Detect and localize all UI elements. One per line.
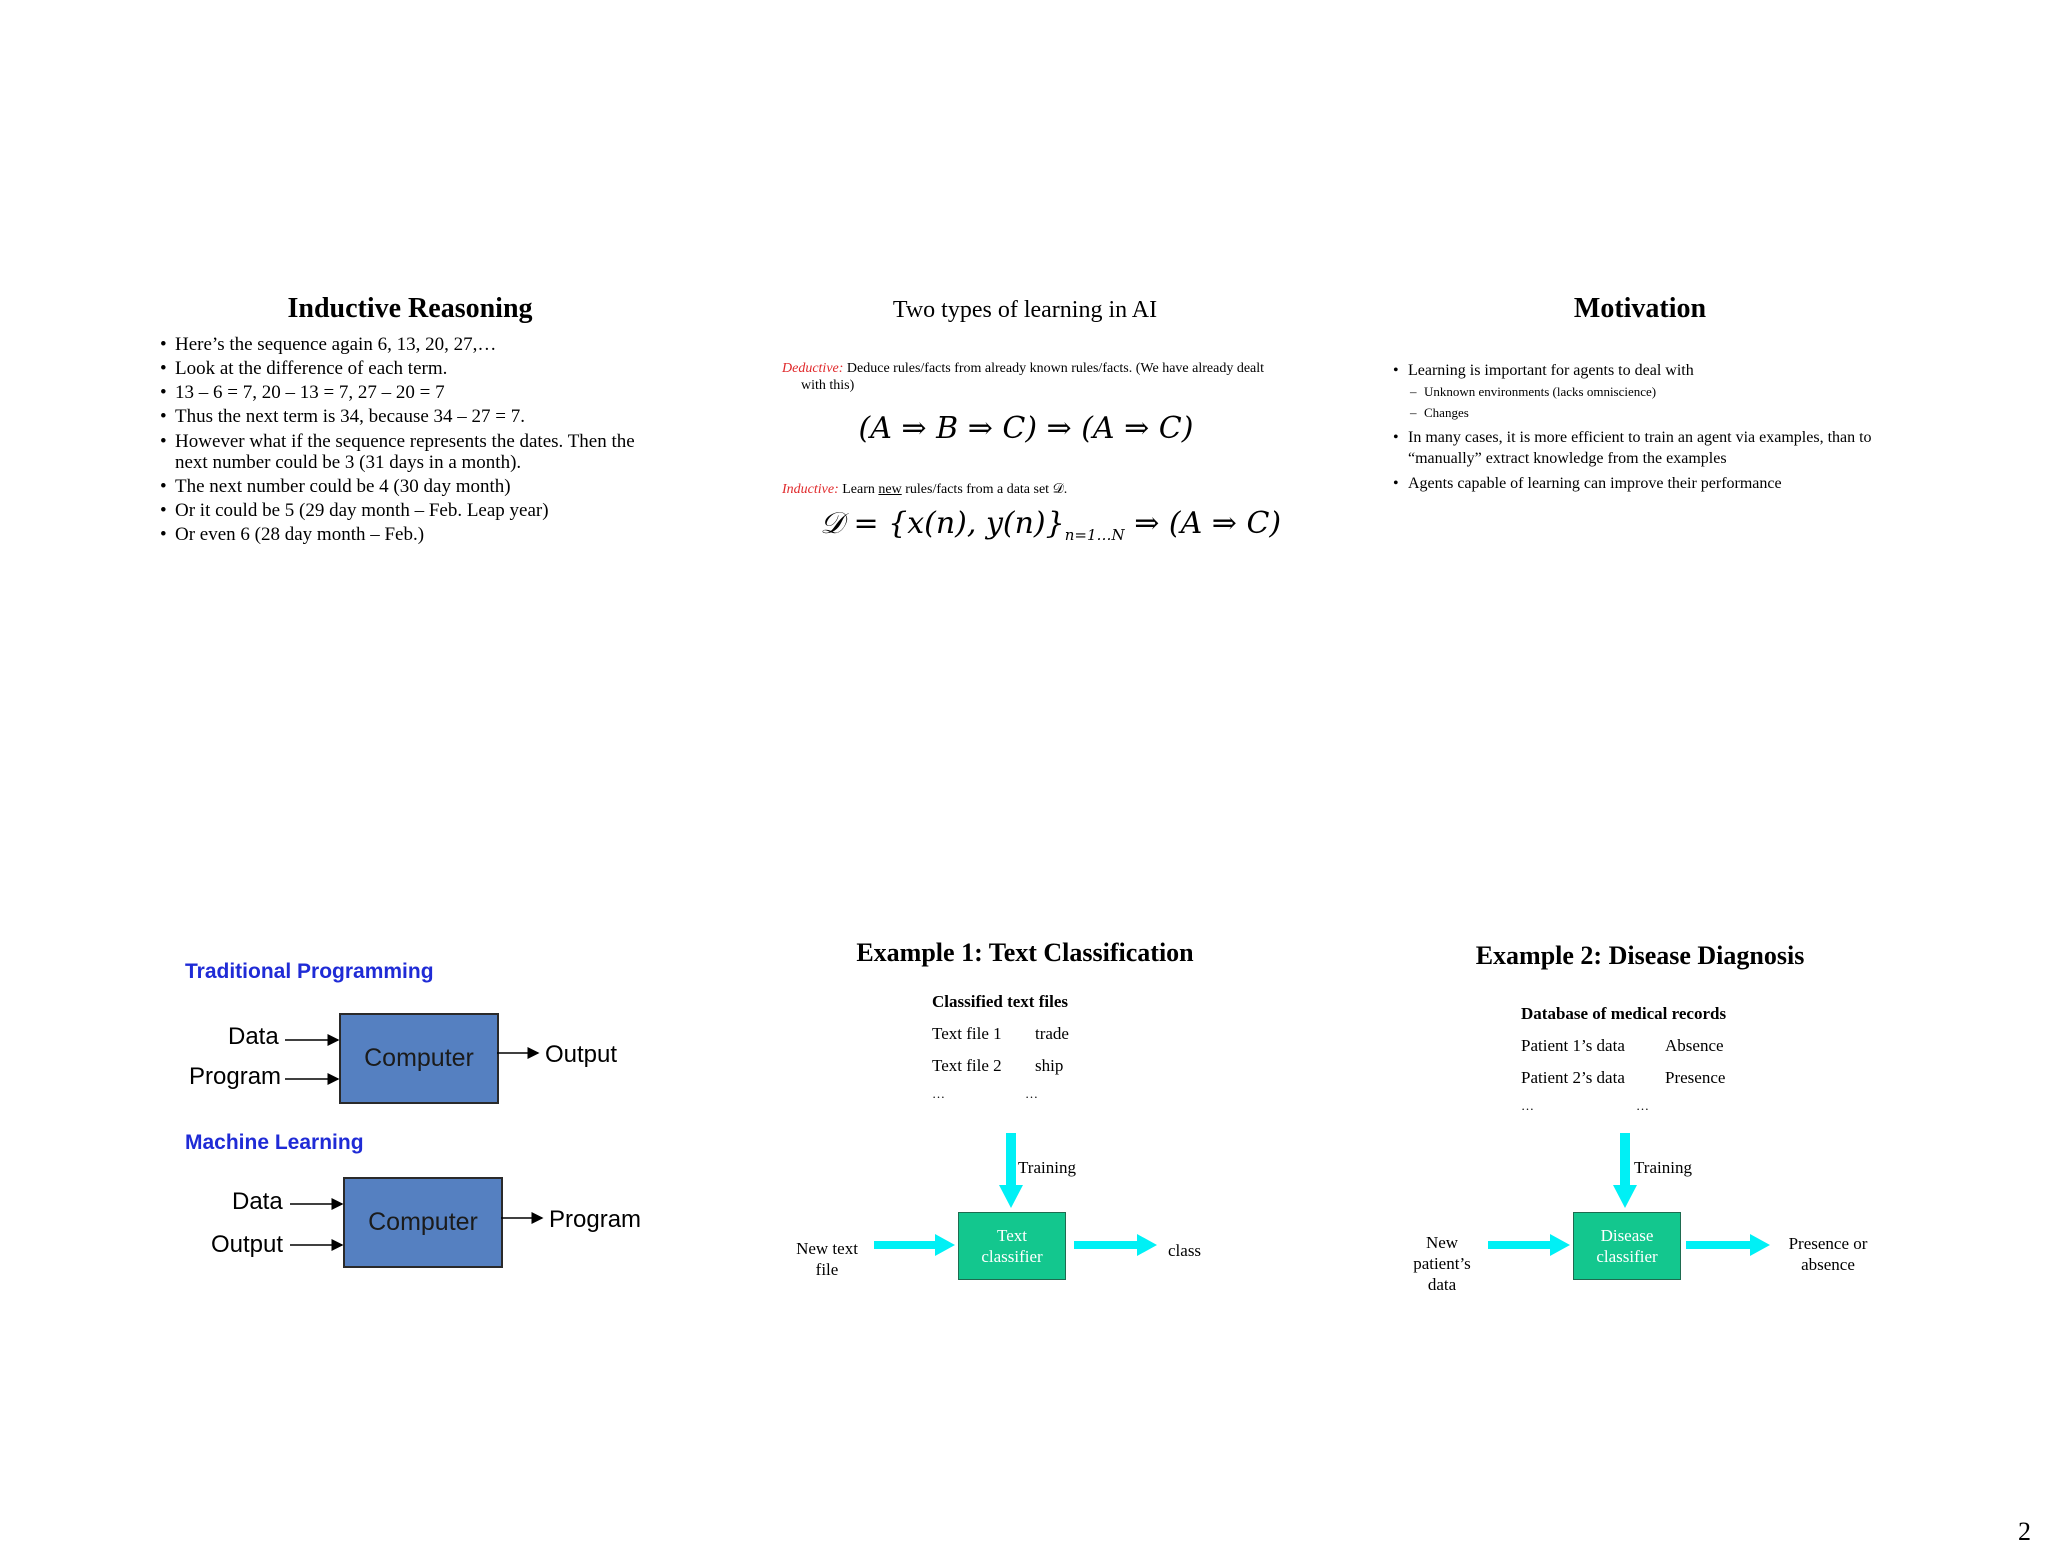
list-item: However what if the sequence represents …	[160, 431, 660, 473]
training-label: Training	[1018, 1158, 1076, 1177]
classifier-label: Text classifier	[981, 1226, 1043, 1266]
arrow	[1488, 1234, 1570, 1256]
ml-output-label: Program	[549, 1206, 642, 1233]
deductive-formula: (A ⇒ B ⇒ C) ⇒ (A ⇒ C)	[776, 411, 1276, 446]
computer-box-label: Computer	[364, 1044, 474, 1072]
input-label: New text file	[796, 1239, 858, 1279]
arrow	[999, 1133, 1023, 1208]
table-cell: …	[932, 1086, 945, 1101]
trad-input-data: Data	[228, 1023, 279, 1050]
list-item: Learning is important for agents to deal…	[1393, 360, 1893, 423]
trad-input-program: Program	[189, 1063, 282, 1090]
bullet-list: Learning is important for agents to deal…	[1393, 360, 1893, 494]
table-cell: …	[1025, 1086, 1038, 1101]
input-label: New patient’s data	[1413, 1233, 1471, 1294]
text-classifier-box: Text classifier	[958, 1212, 1066, 1280]
slide-title: Example 2: Disease Diagnosis	[1475, 941, 1805, 970]
slide-title: Two types of learning in AI	[892, 297, 1158, 323]
table-cell: Text file 1	[932, 1024, 1002, 1043]
table-cell: Presence	[1665, 1068, 1726, 1087]
list-item: In many cases, it is more efficient to t…	[1393, 427, 1893, 469]
arrow	[1686, 1234, 1770, 1256]
arrow	[1074, 1234, 1157, 1256]
table-header: Database of medical records	[1521, 1004, 1727, 1023]
formula-text: (A ⇒ B ⇒ C) ⇒ (A ⇒ C)	[858, 411, 1194, 446]
computer-box: Computer	[339, 1013, 499, 1104]
arrow	[1613, 1133, 1637, 1208]
slide-title: Inductive Reasoning	[287, 293, 533, 324]
list-item: Thus the next term is 34, because 34 – 2…	[160, 405, 660, 429]
traditional-programming-heading: Traditional Programming	[185, 960, 434, 983]
inductive-formula: 𝒟 = {x(n), y(n)}n=1…N ⇒ (A ⇒ C)	[820, 506, 1281, 544]
machine-learning-heading: Machine Learning	[185, 1131, 364, 1154]
table-cell: Absence	[1665, 1036, 1724, 1055]
trad-output-label: Output	[545, 1041, 618, 1068]
list-item: Or it could be 5 (29 day month – Feb. Le…	[160, 499, 660, 523]
table-header: Classified text files	[932, 992, 1068, 1011]
table-cell: Patient 2’s data	[1521, 1068, 1625, 1087]
disease-classifier-box: Disease classifier	[1573, 1212, 1681, 1280]
formula-rhs: ⇒ (A ⇒ C)	[1134, 506, 1282, 541]
table-cell: Text file 2	[932, 1056, 1002, 1075]
table-cell: …	[1521, 1098, 1534, 1113]
classifier-label: Disease classifier	[1596, 1226, 1658, 1266]
arrow	[874, 1234, 955, 1256]
table-cell: …	[1636, 1098, 1649, 1113]
list-item: The next number could be 4 (30 day month…	[160, 475, 660, 499]
table-cell: ship	[1035, 1056, 1064, 1075]
sub-list-item: Changes	[1410, 402, 1893, 423]
bullet-list: Here’s the sequence again 6, 13, 20, 27,…	[160, 333, 660, 547]
slide-title: Motivation	[1573, 293, 1707, 324]
training-label: Training	[1634, 1158, 1692, 1177]
list-item: Agents capable of learning can improve t…	[1393, 473, 1893, 494]
deductive-label: Deductive:	[782, 361, 844, 376]
deductive-text: Deduce rules/facts from already known ru…	[801, 361, 1265, 393]
slide-title: Example 1: Text Classification	[856, 938, 1194, 967]
inductive-text-post: rules/facts from a data set 𝒟.	[905, 482, 1068, 497]
table-cell: trade	[1035, 1024, 1069, 1043]
inductive-definition: Inductive: Learn new rules/facts from a …	[782, 482, 1272, 498]
computer-box: Computer	[343, 1177, 503, 1268]
inductive-text-new: new	[878, 482, 902, 497]
formula-lhs: 𝒟 = {x(n), y(n)}	[820, 506, 1065, 541]
output-label: Presence or absence	[1788, 1234, 1868, 1274]
sub-list-item: Unknown environments (lacks omniscience)	[1410, 381, 1893, 402]
sub-list: Unknown environments (lacks omniscience)…	[1410, 381, 1893, 423]
list-item-text: Learning is important for agents to deal…	[1408, 362, 1694, 379]
output-label: class	[1168, 1241, 1202, 1260]
list-item: Look at the difference of each term.	[160, 357, 660, 381]
ml-input-data: Data	[232, 1188, 283, 1215]
ml-input-output: Output	[211, 1231, 284, 1258]
page-number: 2	[2018, 1517, 2031, 1546]
list-item: Here’s the sequence again 6, 13, 20, 27,…	[160, 333, 660, 357]
formula-subscript: n=1…N	[1064, 526, 1125, 544]
inductive-label: Inductive:	[782, 482, 839, 497]
computer-box-label: Computer	[368, 1208, 478, 1236]
inductive-text-pre: Learn	[842, 482, 875, 497]
list-item: 13 – 6 = 7, 20 – 13 = 7, 27 – 20 = 7	[160, 381, 660, 405]
deductive-definition: Deductive: Deduce rules/facts from alrea…	[782, 360, 1291, 394]
list-item: Or even 6 (28 day month – Feb.)	[160, 523, 660, 547]
table-cell: Patient 1’s data	[1521, 1036, 1625, 1055]
